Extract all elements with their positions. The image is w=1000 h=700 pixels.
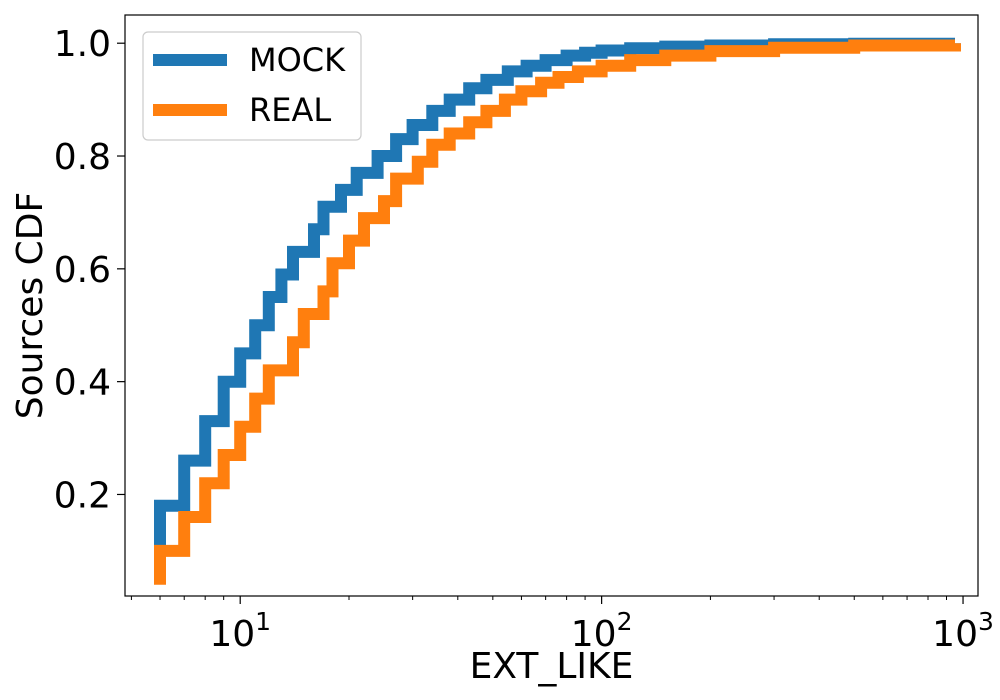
y-tick-label: 0.2 <box>54 475 111 516</box>
series-line-mock <box>154 37 961 551</box>
y-tick-label: 1.0 <box>54 24 111 65</box>
plot-area <box>154 37 961 585</box>
axes: 0.2 0.4 0.6 0.8 1.0 101 102 103 <box>54 14 994 655</box>
y-tick-label: 0.6 <box>54 250 111 291</box>
x-tick-label: 101 <box>209 607 271 655</box>
plot-frame <box>124 14 979 597</box>
legend-label-mock: MOCK <box>249 41 346 79</box>
legend: MOCK REAL <box>142 31 362 141</box>
x-tick-label: 102 <box>571 607 633 655</box>
x-axis-title: EXT_LIKE <box>470 646 634 687</box>
y-axis-title: Sources CDF <box>10 192 51 419</box>
legend-label-real: REAL <box>249 91 331 129</box>
y-tick-label: 0.8 <box>54 137 111 178</box>
series-line-real <box>154 39 961 585</box>
x-tick-label: 103 <box>932 607 994 655</box>
y-tick-label: 0.4 <box>54 363 111 404</box>
